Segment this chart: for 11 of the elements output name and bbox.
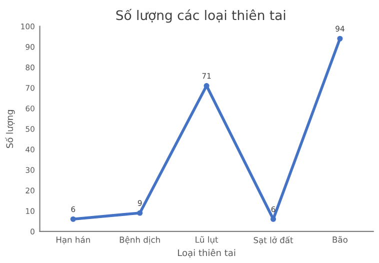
x-tick-label: Sạt lở đất [254, 236, 294, 245]
x-tick-label: Lũ lụt [196, 236, 218, 244]
y-axis-title: Số lượng [5, 110, 15, 148]
point [337, 36, 343, 42]
point [70, 216, 76, 222]
chart-title: Số lượng các loại thiên tai [116, 8, 286, 23]
x-tick-label: Hạn hán [56, 236, 90, 244]
x-axis-title: Loại thiên tai [178, 248, 236, 258]
point [137, 210, 143, 216]
x-tick-label: Bão [332, 236, 348, 243]
x-tick-label: Bệnh dịch [120, 236, 160, 244]
